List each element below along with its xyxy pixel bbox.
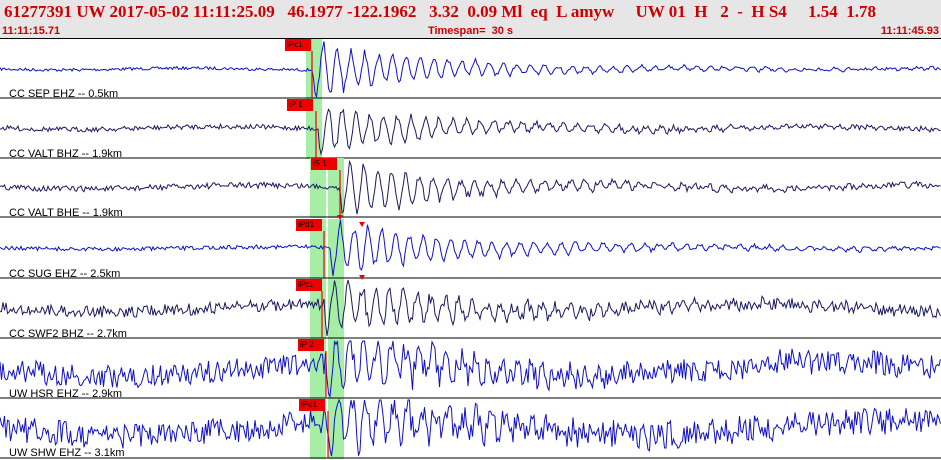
event-summary-line: 61277391 UW 2017-05-02 11:11:25.09 46.19… <box>4 2 877 21</box>
start-time: 11:11:15.71 <box>2 25 61 37</box>
phase-window-highlight <box>306 99 322 159</box>
seismic-waveform <box>0 340 941 399</box>
waveform-canvas[interactable] <box>0 39 941 460</box>
phase-window-highlight <box>310 399 326 459</box>
trace-label: CC SWF2 BHZ -- 2.7km <box>9 328 127 340</box>
seismic-waveform <box>0 279 941 337</box>
pick-flag-trace-4[interactable]: iPd1 <box>296 219 322 231</box>
trace-label: CC VALT BHZ -- 1.9km <box>9 148 123 160</box>
arrival-marker-icon <box>359 222 365 227</box>
pick-flag-trace-7[interactable]: iPd1 <box>299 399 325 411</box>
trace-label: UW HSR EHZ -- 2.9km <box>9 388 123 400</box>
pick-flag-trace-6[interactable]: iP 2 <box>298 339 324 351</box>
pick-flag-trace-1[interactable]: iPc1 <box>285 39 311 51</box>
event-header: 61277391 UW 2017-05-02 11:11:25.09 46.19… <box>0 0 941 39</box>
pick-flag-trace-2[interactable]: iP 1 <box>287 99 313 111</box>
phase-window-highlight <box>310 219 326 279</box>
seismic-waveform <box>0 108 941 156</box>
trace-label: CC SUG EHZ -- 2.5km <box>9 268 121 280</box>
arrival-marker-icon <box>337 215 343 220</box>
phase-window-highlight <box>328 399 344 459</box>
seismic-waveform <box>0 159 941 215</box>
seismogram-panel[interactable]: iPc1 CC SEP EHZ -- 0.5km iP 1 CC VALT BH… <box>0 39 941 460</box>
trace-label: UW SHW EHZ -- 3.1km <box>9 447 125 459</box>
end-time: 11:11:45.93 <box>880 25 939 37</box>
seismic-waveform <box>0 41 941 98</box>
phase-window-highlight <box>328 339 344 399</box>
pick-flag-trace-5[interactable]: iPc1 <box>296 279 322 291</box>
seismic-waveform <box>0 398 941 457</box>
trace-label: CC VALT BHE -- 1.9km <box>9 207 123 219</box>
arrival-marker-icon <box>359 275 365 280</box>
trace-label: CC SEP EHZ -- 0.5km <box>9 88 119 100</box>
pick-flag-trace-3[interactable]: iS 1 <box>311 158 337 170</box>
timespan-label: Timespan= 30 s <box>427 25 514 37</box>
seismic-waveform <box>0 219 941 277</box>
